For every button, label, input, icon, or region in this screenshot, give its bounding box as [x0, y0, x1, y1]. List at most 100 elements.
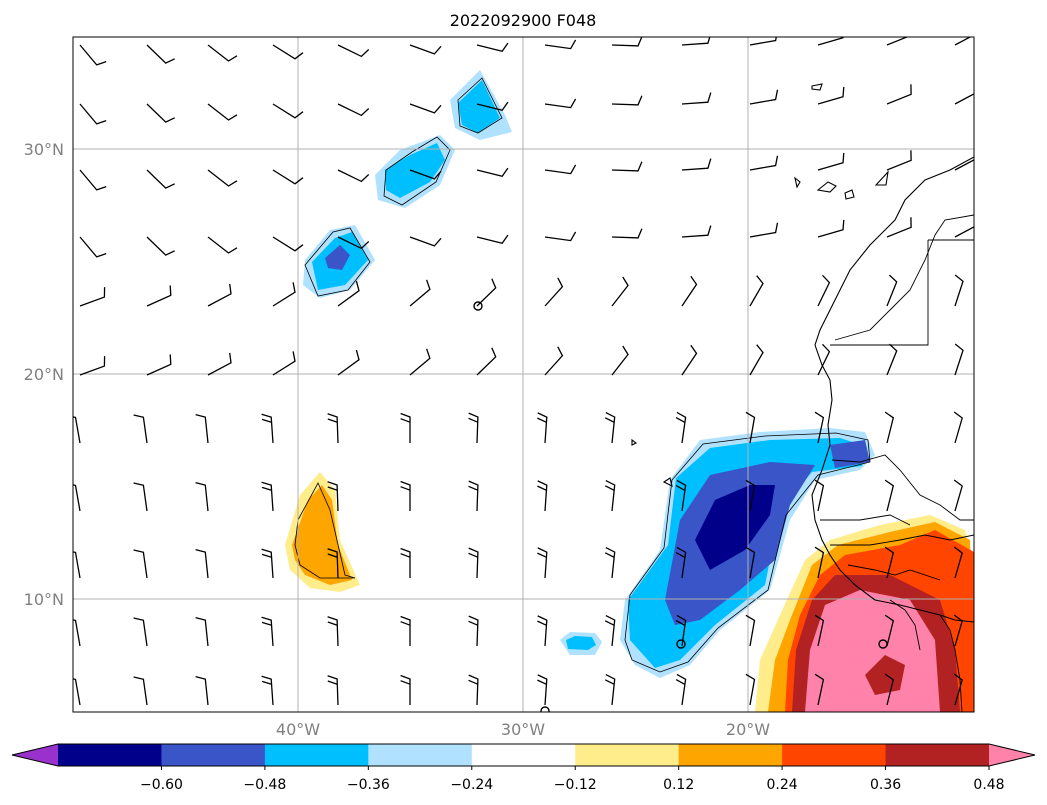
- wind-barb: [337, 349, 360, 376]
- lon-label-20w: 20°W: [726, 720, 770, 739]
- wind-barb: [409, 236, 442, 247]
- wind-barb: [337, 44, 370, 58]
- wind-barb: [681, 344, 698, 376]
- wind-barb: [133, 482, 148, 512]
- wind-barb: [611, 95, 643, 106]
- wind-barb: [476, 347, 497, 376]
- wind-barb: [745, 614, 756, 647]
- wind-barb: [468, 674, 479, 706]
- wind-barb: [261, 616, 274, 647]
- colorbar-tick-label: 0.36: [870, 777, 901, 793]
- longitude-labels: 40°W 30°W 20°W: [276, 720, 770, 739]
- wind-barb: [953, 673, 963, 706]
- wind-barb: [544, 164, 577, 175]
- wind-barb: [544, 98, 577, 109]
- wind-barb: [272, 103, 304, 119]
- gridlines: [73, 37, 974, 712]
- wind-barb: [476, 101, 509, 112]
- wind-barb: [814, 614, 825, 647]
- wind-barb: [814, 411, 825, 444]
- wind-barb: [73, 619, 81, 647]
- colorbar-tick-label: −0.36: [347, 777, 390, 793]
- colorbar-tick-label: −0.12: [554, 777, 597, 793]
- wind-barb: [954, 93, 974, 105]
- wind-barb: [272, 236, 304, 252]
- country-borders: [820, 214, 974, 712]
- wind-barb: [544, 231, 577, 242]
- wind-barb: [817, 343, 831, 376]
- colorbar-box: [782, 744, 887, 766]
- colorbar-box: [885, 744, 990, 766]
- lon-label-40w: 40°W: [276, 720, 320, 739]
- wind-barb: [749, 89, 779, 105]
- wind-barb: [745, 479, 756, 512]
- colorbar-box: [575, 744, 680, 766]
- wind-barb: [327, 481, 339, 512]
- colorbar-box: [264, 744, 369, 766]
- lon-label-30w: 30°W: [501, 720, 545, 739]
- wind-barb: [409, 279, 431, 307]
- colorbar-box: [368, 744, 473, 766]
- wind-barb: [817, 37, 844, 46]
- colorbar-box: [471, 744, 576, 766]
- wind-barb: [814, 673, 825, 706]
- wind-barb: [954, 226, 974, 238]
- negative-region-25n: [303, 225, 375, 298]
- wind-barb: [817, 219, 845, 238]
- wind-barb: [544, 346, 564, 376]
- wind-barb: [611, 276, 629, 307]
- coastlines: [631, 83, 974, 623]
- wind-barb: [814, 546, 825, 579]
- wind-barb: [409, 44, 442, 55]
- wind-barb: [681, 92, 712, 105]
- wind-barb: [886, 84, 912, 105]
- colorbar-tick-label: −0.48: [243, 777, 286, 793]
- wind-barb: [400, 480, 411, 511]
- wind-barb: [400, 547, 411, 578]
- wind-barb: [337, 169, 370, 183]
- wind-barb: [537, 480, 548, 512]
- wind-barb: [272, 282, 296, 307]
- lat-label-10n: 10°N: [24, 590, 64, 609]
- wind-barb: [604, 412, 616, 444]
- wind-barb: [886, 37, 909, 46]
- wind-barb: [476, 42, 509, 53]
- wind-barb: [886, 343, 898, 376]
- colorbar-extend-max: [989, 744, 1035, 766]
- wind-barb: [681, 275, 698, 307]
- wind-barb: [817, 274, 831, 307]
- wind-barb: [886, 217, 912, 238]
- wind-barb: [79, 44, 107, 66]
- wind-barb: [884, 614, 895, 647]
- wind-barb: [468, 412, 479, 444]
- wind-barbs: [73, 37, 974, 706]
- colorbar-box: [161, 744, 266, 766]
- wind-barb: [400, 674, 411, 705]
- wind-barb: [337, 236, 370, 250]
- colorbar-extend-min: [12, 744, 58, 766]
- wind-barb: [476, 278, 497, 307]
- wind-barb: [675, 546, 687, 579]
- wind-barb: [604, 674, 616, 706]
- wind-barb: [400, 412, 411, 443]
- wind-barb: [953, 614, 963, 647]
- wind-barb: [749, 222, 779, 238]
- wind-barb: [884, 479, 895, 512]
- wind-barb: [409, 169, 442, 180]
- wind-barb: [604, 547, 616, 579]
- wind-barb: [400, 615, 411, 646]
- colorbar-tick-label: 0.24: [767, 777, 798, 793]
- wind-barb: [195, 548, 209, 579]
- colorbar-tick-label: −0.24: [450, 777, 493, 793]
- wind-barb: [207, 236, 238, 254]
- wind-barb: [207, 169, 238, 187]
- wind-barb: [146, 103, 175, 123]
- colorbar-tick-label: −0.60: [140, 777, 183, 793]
- wind-barb: [261, 675, 274, 706]
- colorbar-box: [58, 744, 162, 766]
- map-frame: [72, 36, 975, 713]
- wind-barb: [73, 416, 81, 444]
- wind-barb: [954, 159, 974, 171]
- figure-title: 2022092900 F048: [450, 11, 597, 30]
- wind-barb: [207, 352, 232, 376]
